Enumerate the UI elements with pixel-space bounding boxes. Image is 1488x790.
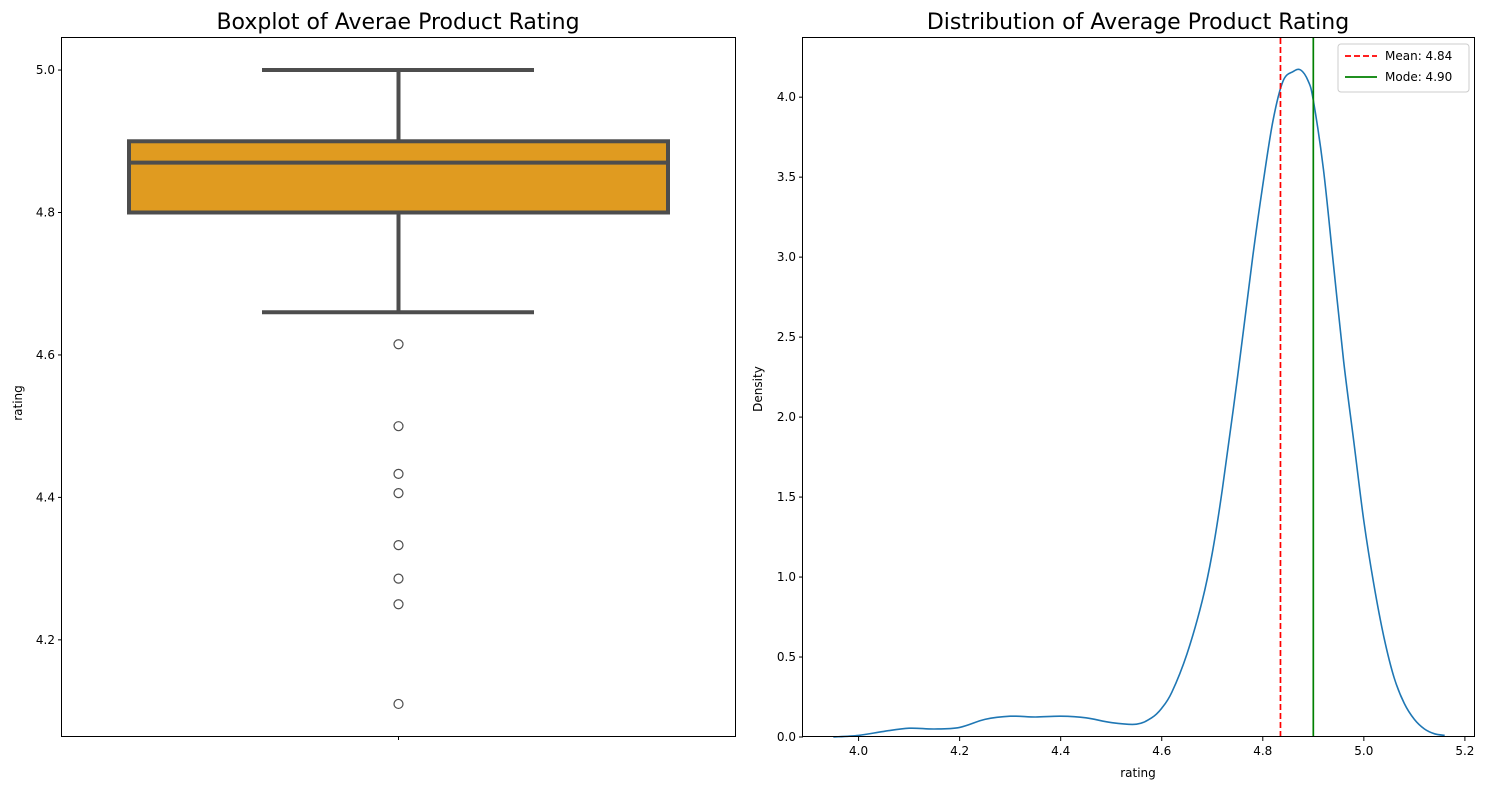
boxplot-box xyxy=(127,139,670,215)
density-chart: Distribution of Average Product Rating r… xyxy=(751,10,1475,780)
boxplot-outlier-point xyxy=(393,540,404,551)
boxplot-y-tick-label: 4.8 xyxy=(36,206,55,220)
legend-frame xyxy=(1337,43,1470,93)
boxplot-chart: Boxplot of Averae Product Rating rating … xyxy=(11,10,736,740)
boxplot-outlier-point xyxy=(393,573,404,584)
density-x-tick-label: 4.6 xyxy=(1152,744,1171,758)
density-x-tick-label: 5.2 xyxy=(1455,744,1474,758)
boxplot-y-tick-label: 4.6 xyxy=(36,348,55,362)
boxplot-y-tick-label: 4.4 xyxy=(36,490,55,504)
boxplot-y-tick-label: 4.2 xyxy=(36,633,55,647)
boxplot-y-axis-label: rating xyxy=(11,385,25,421)
density-x-tick-label: 4.8 xyxy=(1253,744,1272,758)
density-y-tick-label: 2.0 xyxy=(777,410,796,424)
density-y-tick-label: 4.0 xyxy=(777,90,796,104)
density-y-tick-label: 0.5 xyxy=(777,650,796,664)
boxplot-box-group xyxy=(127,68,670,315)
boxplot-outlier-point xyxy=(393,339,404,350)
boxplot-y-ticks: 4.2 4.4 4.6 4.8 5.0 xyxy=(36,63,399,740)
density-x-tick-label: 4.0 xyxy=(849,744,868,758)
boxplot-title: Boxplot of Averae Product Rating xyxy=(216,10,579,35)
density-y-tick-label: 0.0 xyxy=(777,730,796,744)
boxplot-outlier-point xyxy=(393,488,404,499)
boxplot-plot-frame xyxy=(61,37,736,737)
boxplot-outlier-point xyxy=(393,421,404,432)
density-y-tick-label: 3.5 xyxy=(777,170,796,184)
density-reference-lines xyxy=(1279,38,1315,737)
density-x-tick-label: 5.0 xyxy=(1354,744,1373,758)
density-kde-line xyxy=(833,68,1445,738)
legend-label: Mean: 4.84 xyxy=(1385,49,1452,63)
boxplot-outlier-point xyxy=(393,698,404,710)
density-x-axis-label: rating xyxy=(1120,766,1156,780)
boxplot-outlier-point xyxy=(393,599,404,610)
density-axis-ticks: 4.0 4.2 4.4 4.6 4.8 5.0 5.2 0.0 0.5 1.0 1.5 2.0 2.5 3… xyxy=(777,90,1475,758)
density-y-axis-label: Density xyxy=(751,366,765,412)
boxplot-outlier-point xyxy=(393,468,404,479)
density-x-tick-label: 4.2 xyxy=(950,744,969,758)
boxplot-outliers xyxy=(393,339,404,710)
legend-label: Mode: 4.90 xyxy=(1385,70,1452,84)
density-y-tick-label: 2.5 xyxy=(777,330,796,344)
density-y-tick-label: 1.5 xyxy=(777,490,796,504)
density-series-group xyxy=(833,68,1445,738)
density-y-tick-label: 1.0 xyxy=(777,570,796,584)
boxplot-y-tick-label: 5.0 xyxy=(36,63,55,77)
density-y-tick-label: 3.0 xyxy=(777,250,796,264)
density-title: Distribution of Average Product Rating xyxy=(927,10,1349,35)
density-x-tick-label: 4.4 xyxy=(1051,744,1070,758)
density-plot-frame xyxy=(802,37,1475,737)
density-legend: Mean: 4.84 Mode: 4.90 xyxy=(1337,43,1470,93)
